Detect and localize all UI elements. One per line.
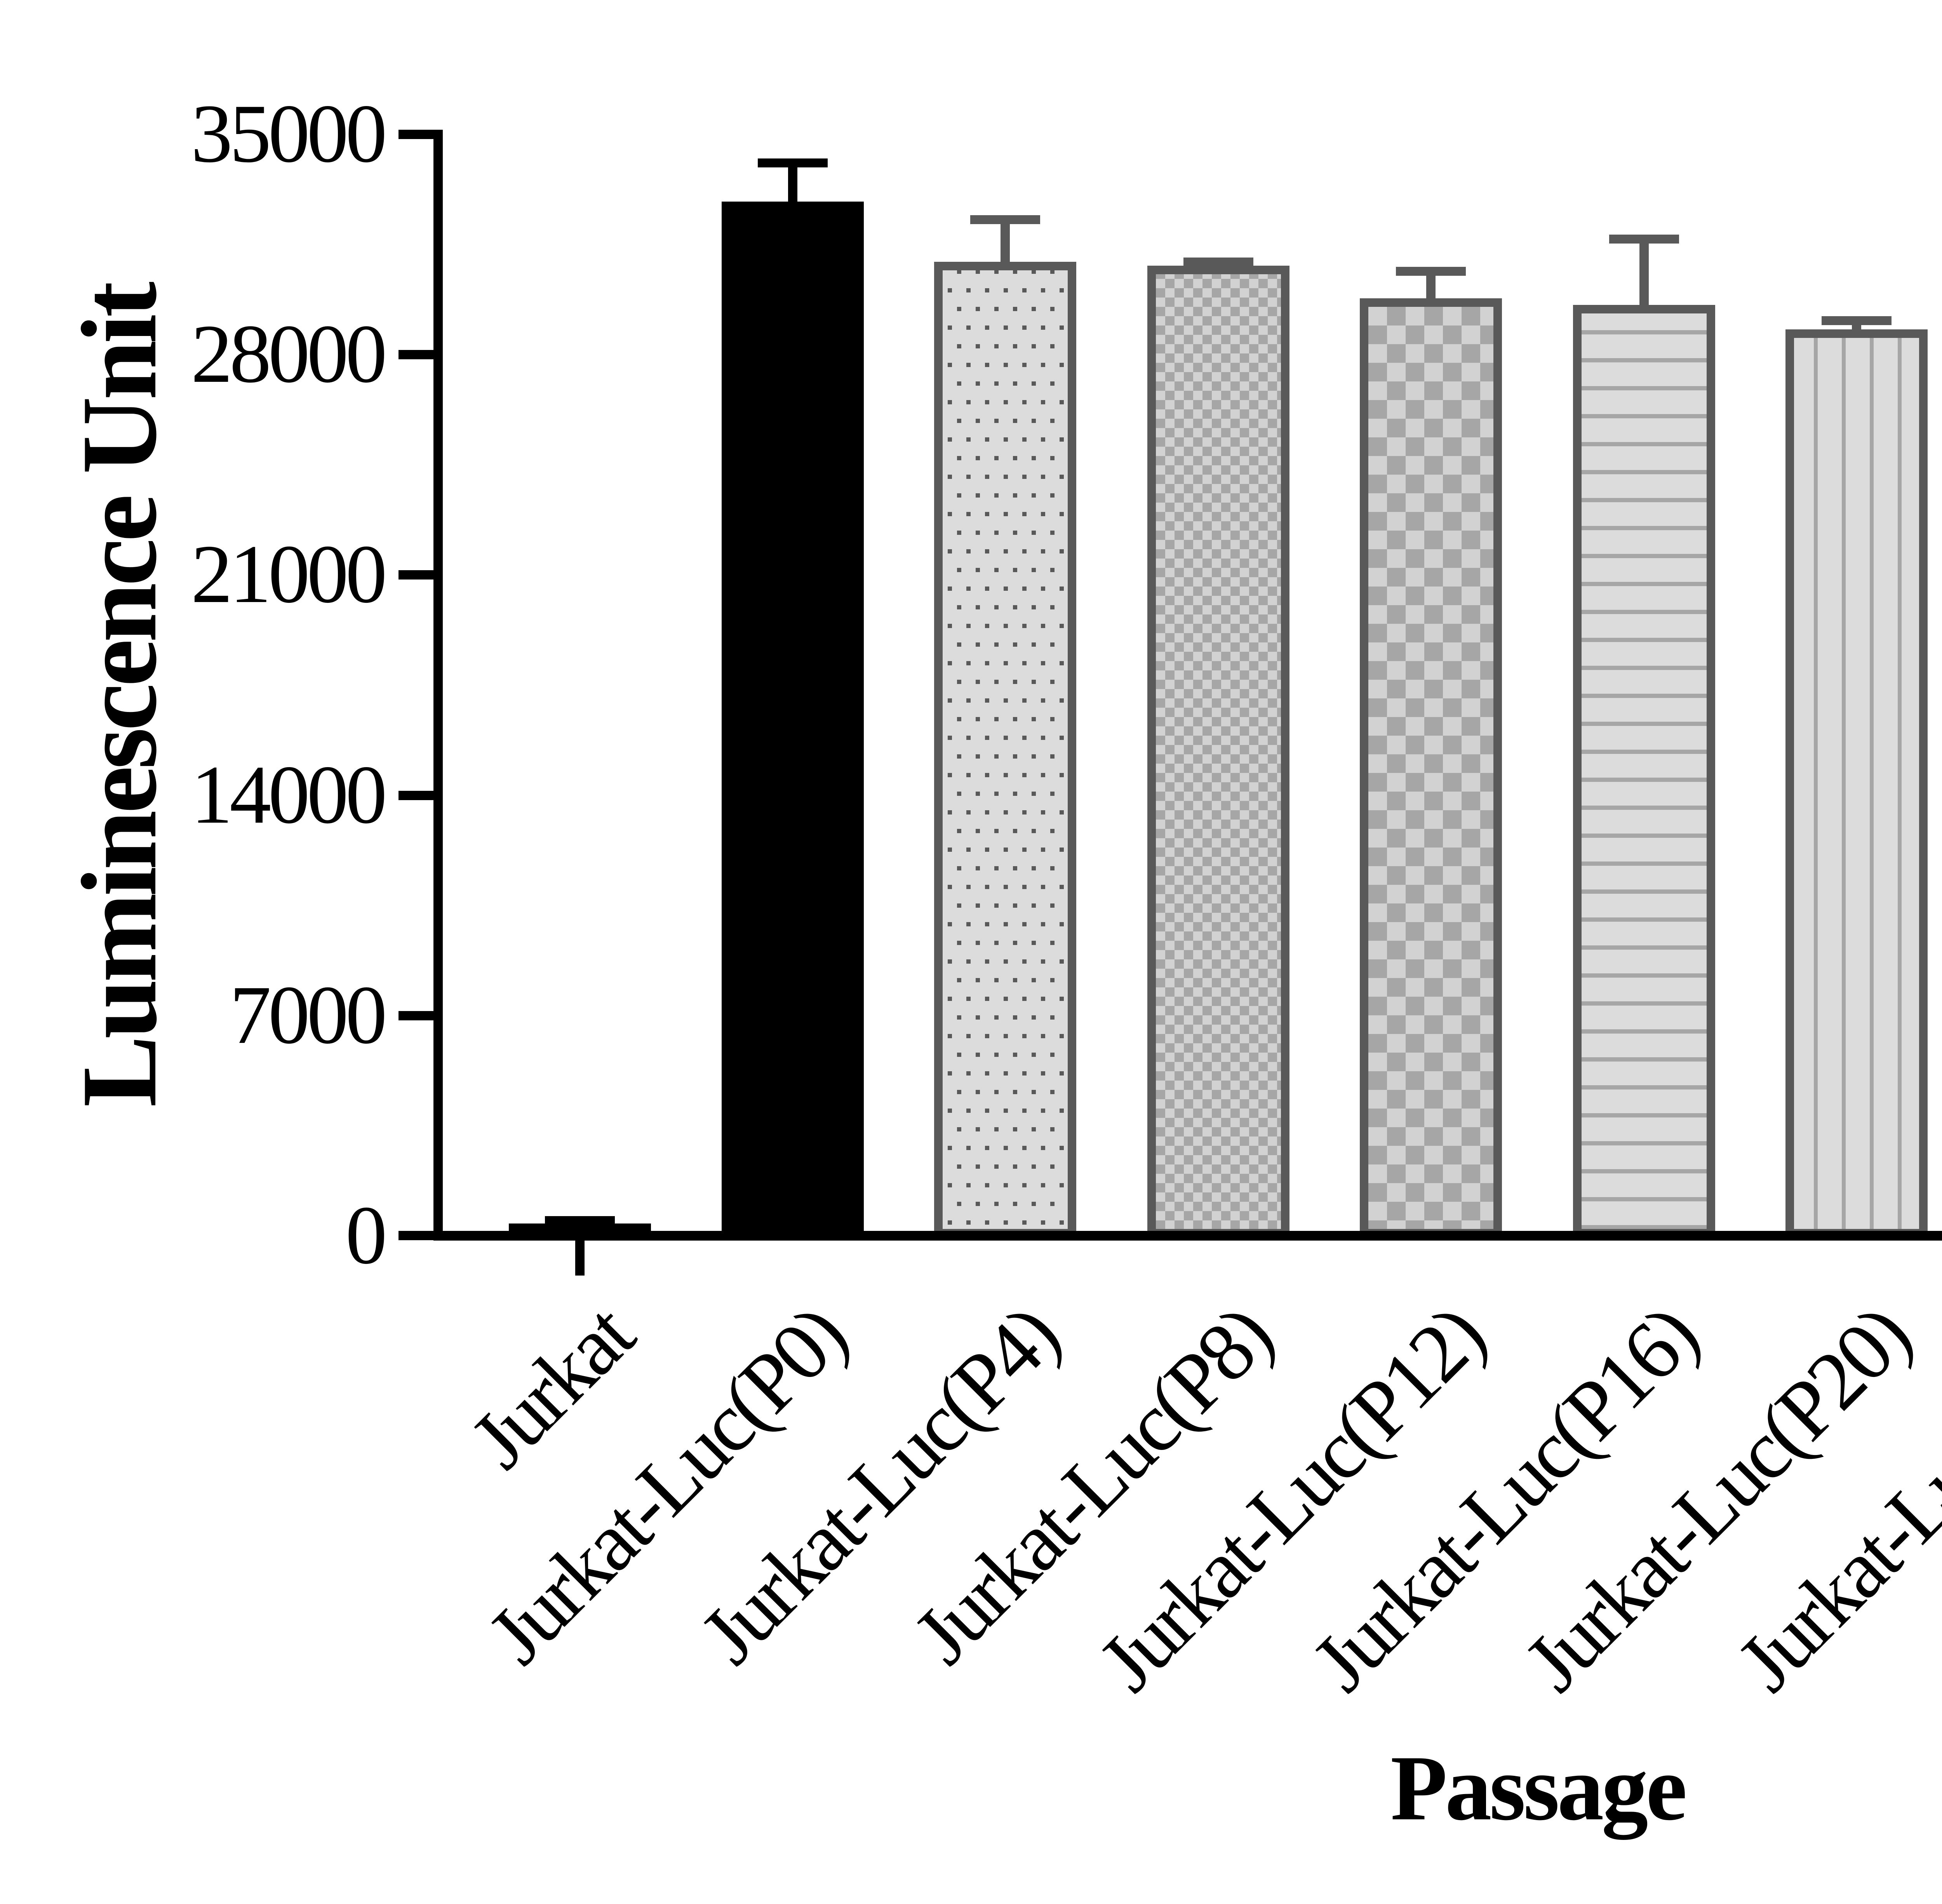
svg-text:Luminescence Unit: Luminescence Unit	[59, 280, 179, 1107]
svg-text:14000: 14000	[191, 748, 385, 841]
svg-text:7000: 7000	[230, 968, 385, 1061]
svg-text:35000: 35000	[191, 87, 385, 180]
svg-text:21000: 21000	[191, 527, 385, 620]
svg-text:0: 0	[346, 1189, 385, 1281]
svg-text:Passage: Passage	[1390, 1736, 1685, 1840]
svg-text:28000: 28000	[191, 307, 385, 400]
